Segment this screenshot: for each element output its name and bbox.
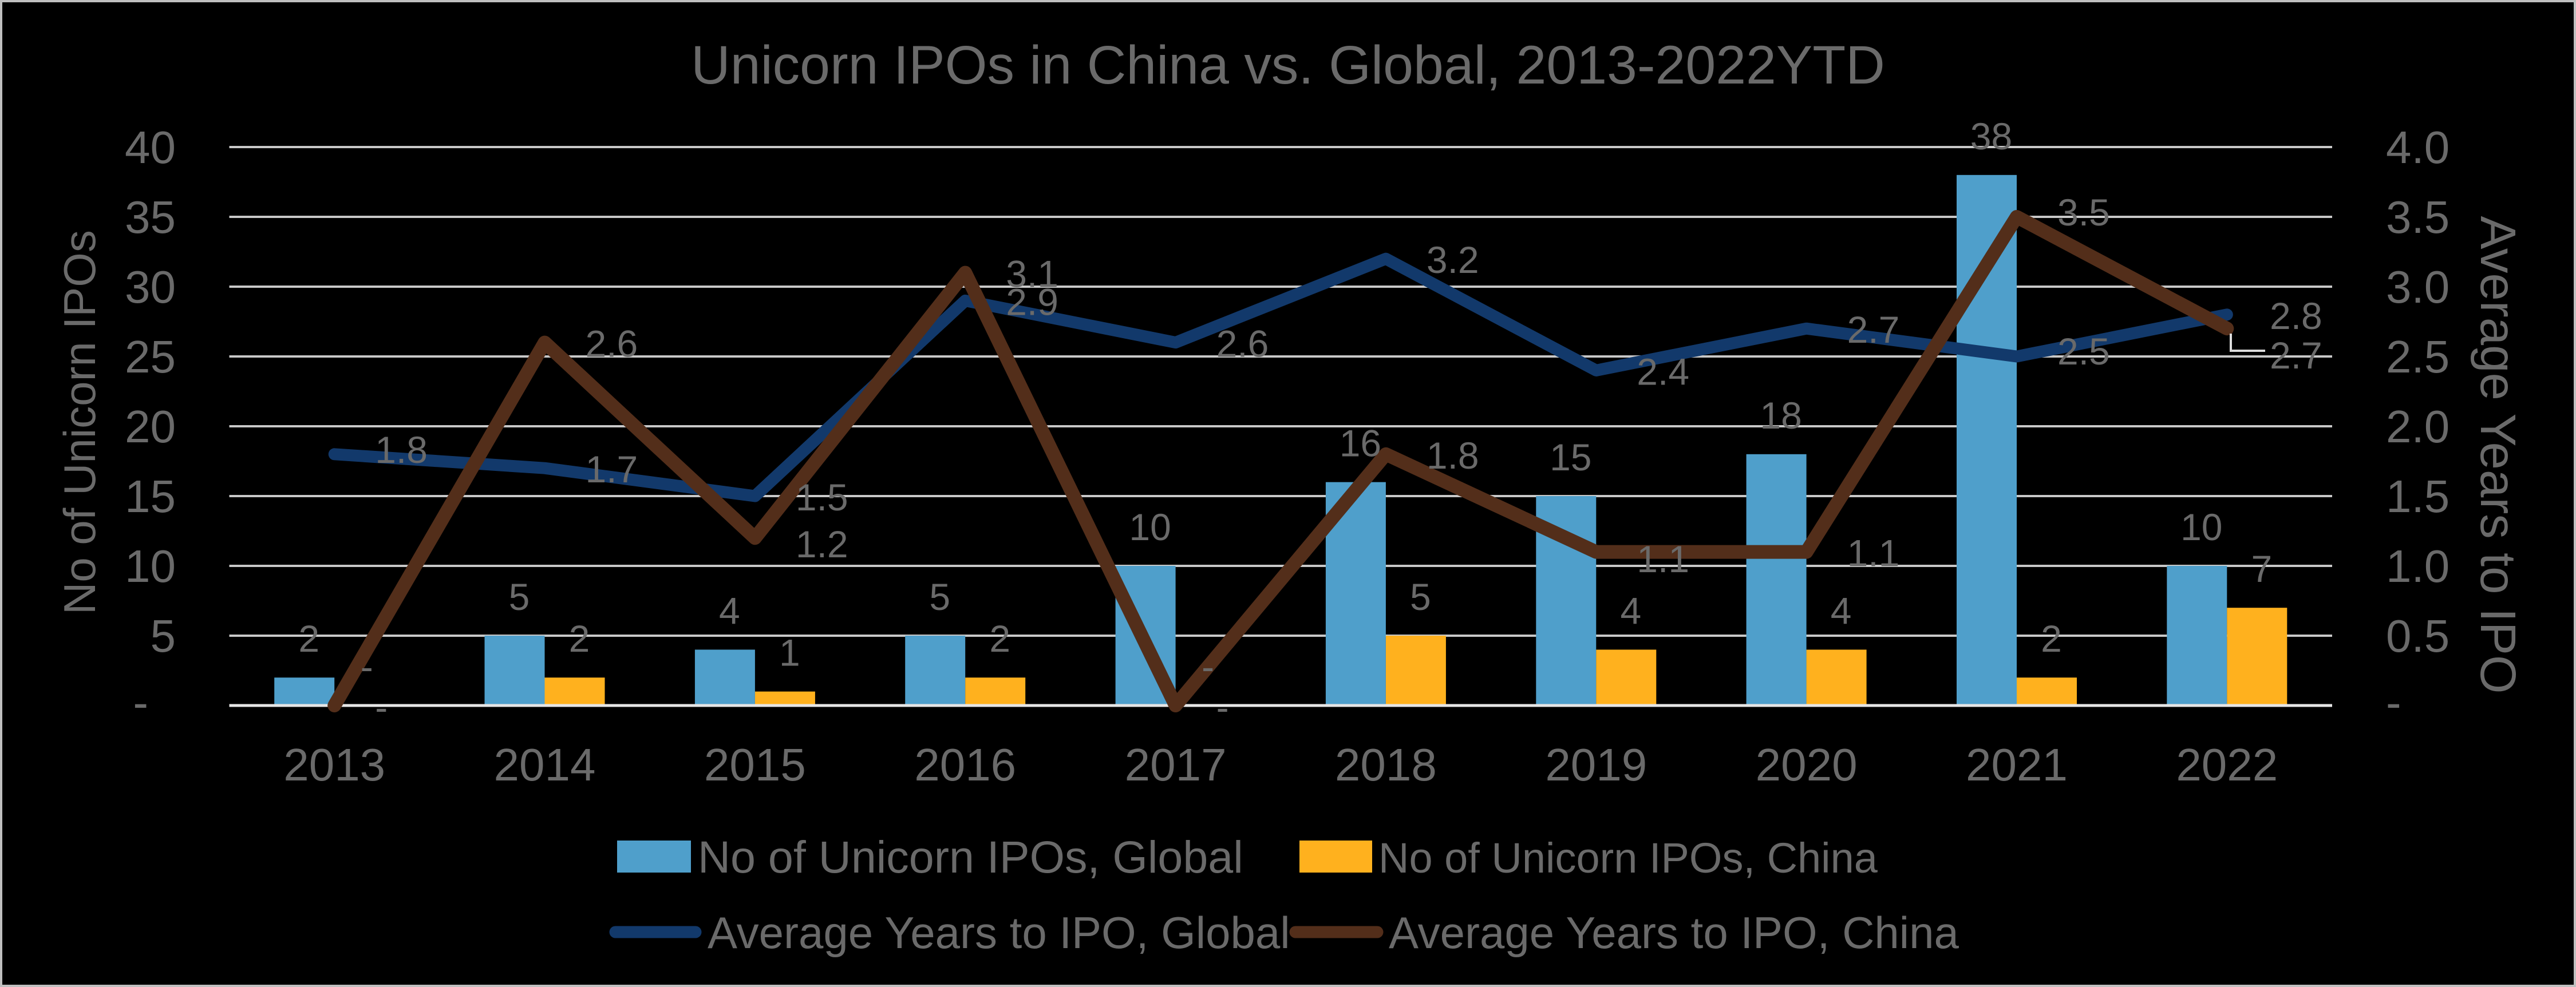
svg-text:No of Unicorn IPOs, Global: No of Unicorn IPOs, Global bbox=[698, 831, 1243, 882]
svg-text:2021: 2021 bbox=[1966, 739, 2068, 790]
svg-text:2: 2 bbox=[2041, 617, 2062, 660]
svg-text:35: 35 bbox=[125, 192, 176, 243]
svg-text:15: 15 bbox=[125, 471, 176, 522]
svg-text:40: 40 bbox=[125, 122, 176, 173]
svg-text:2: 2 bbox=[989, 617, 1010, 660]
svg-text:1: 1 bbox=[779, 632, 800, 674]
svg-text:No of Unicorn IPOs: No of Unicorn IPOs bbox=[54, 230, 105, 615]
svg-text:1.5: 1.5 bbox=[2386, 471, 2449, 522]
svg-text:5: 5 bbox=[1410, 576, 1431, 618]
svg-text:1.1: 1.1 bbox=[1637, 538, 1689, 580]
svg-text:-: - bbox=[375, 686, 388, 728]
svg-text:2.0: 2.0 bbox=[2386, 401, 2449, 452]
svg-text:4: 4 bbox=[1831, 589, 1852, 632]
svg-text:2.9: 2.9 bbox=[1006, 280, 1058, 323]
svg-text:1.8: 1.8 bbox=[1427, 434, 1479, 477]
svg-text:2013: 2013 bbox=[283, 739, 385, 790]
svg-text:2.7: 2.7 bbox=[2270, 334, 2322, 376]
svg-text:1.1: 1.1 bbox=[1847, 532, 1900, 574]
svg-text:10: 10 bbox=[2180, 506, 2222, 548]
svg-text:0.5: 0.5 bbox=[2386, 611, 2449, 661]
svg-text:2016: 2016 bbox=[914, 739, 1016, 790]
svg-text:2.5: 2.5 bbox=[2386, 331, 2449, 382]
svg-text:2.6: 2.6 bbox=[1216, 323, 1269, 365]
svg-text:Average Years to IPO, Global: Average Years to IPO, Global bbox=[708, 907, 1290, 958]
svg-text:2019: 2019 bbox=[1545, 739, 1647, 790]
svg-text:5: 5 bbox=[151, 611, 176, 661]
svg-text:No of Unicorn IPOs, China: No of Unicorn IPOs, China bbox=[1378, 834, 1878, 882]
svg-text:2.5: 2.5 bbox=[2057, 330, 2110, 372]
svg-text:2.4: 2.4 bbox=[1637, 350, 1689, 393]
svg-text:2014: 2014 bbox=[494, 739, 596, 790]
svg-text:20: 20 bbox=[125, 401, 176, 452]
svg-text:10: 10 bbox=[125, 541, 176, 592]
svg-text:2: 2 bbox=[298, 617, 319, 660]
svg-text:25: 25 bbox=[125, 331, 176, 382]
svg-text:2.7: 2.7 bbox=[1847, 308, 1900, 351]
svg-text:3.1: 3.1 bbox=[1006, 253, 1058, 295]
svg-text:2018: 2018 bbox=[1335, 739, 1437, 790]
svg-text:1.5: 1.5 bbox=[796, 476, 848, 518]
svg-text:4: 4 bbox=[1620, 589, 1641, 632]
svg-text:2022: 2022 bbox=[2176, 739, 2278, 790]
svg-text:2017: 2017 bbox=[1125, 739, 1227, 790]
svg-text:4: 4 bbox=[719, 589, 740, 632]
svg-text:Unicorn IPOs in China vs. Glob: Unicorn IPOs in China vs. Global, 2013-2… bbox=[691, 35, 1885, 96]
svg-text:1.7: 1.7 bbox=[586, 448, 638, 490]
svg-text:38: 38 bbox=[1970, 115, 2012, 157]
svg-text:1.2: 1.2 bbox=[796, 523, 848, 565]
svg-text:2: 2 bbox=[569, 617, 590, 660]
svg-text:16: 16 bbox=[1340, 422, 1381, 465]
svg-text:Average Years to IPO, China: Average Years to IPO, China bbox=[1389, 907, 1959, 958]
svg-text:2015: 2015 bbox=[704, 739, 806, 790]
svg-text:Average Years to IPO: Average Years to IPO bbox=[2470, 216, 2526, 693]
svg-text:-: - bbox=[2386, 677, 2401, 728]
svg-text:-: - bbox=[133, 677, 148, 728]
svg-text:30: 30 bbox=[125, 261, 176, 312]
svg-text:-: - bbox=[361, 645, 373, 688]
svg-text:7: 7 bbox=[2251, 548, 2272, 590]
svg-text:-: - bbox=[1216, 686, 1229, 728]
svg-text:-: - bbox=[1202, 645, 1214, 688]
svg-text:3.5: 3.5 bbox=[2386, 192, 2449, 243]
svg-text:3.5: 3.5 bbox=[2057, 191, 2110, 233]
svg-text:5: 5 bbox=[929, 576, 950, 618]
svg-text:1.8: 1.8 bbox=[375, 429, 428, 471]
svg-text:10: 10 bbox=[1129, 506, 1171, 548]
svg-text:4.0: 4.0 bbox=[2386, 122, 2449, 173]
svg-text:15: 15 bbox=[1550, 436, 1591, 478]
svg-text:5: 5 bbox=[509, 576, 530, 618]
svg-text:18: 18 bbox=[1760, 394, 1801, 437]
svg-text:2020: 2020 bbox=[1756, 739, 1858, 790]
svg-text:1.0: 1.0 bbox=[2386, 541, 2449, 592]
svg-text:2.6: 2.6 bbox=[586, 323, 638, 365]
svg-text:3.2: 3.2 bbox=[1427, 239, 1479, 281]
svg-text:3.0: 3.0 bbox=[2386, 261, 2449, 312]
svg-text:2.8: 2.8 bbox=[2270, 295, 2322, 337]
